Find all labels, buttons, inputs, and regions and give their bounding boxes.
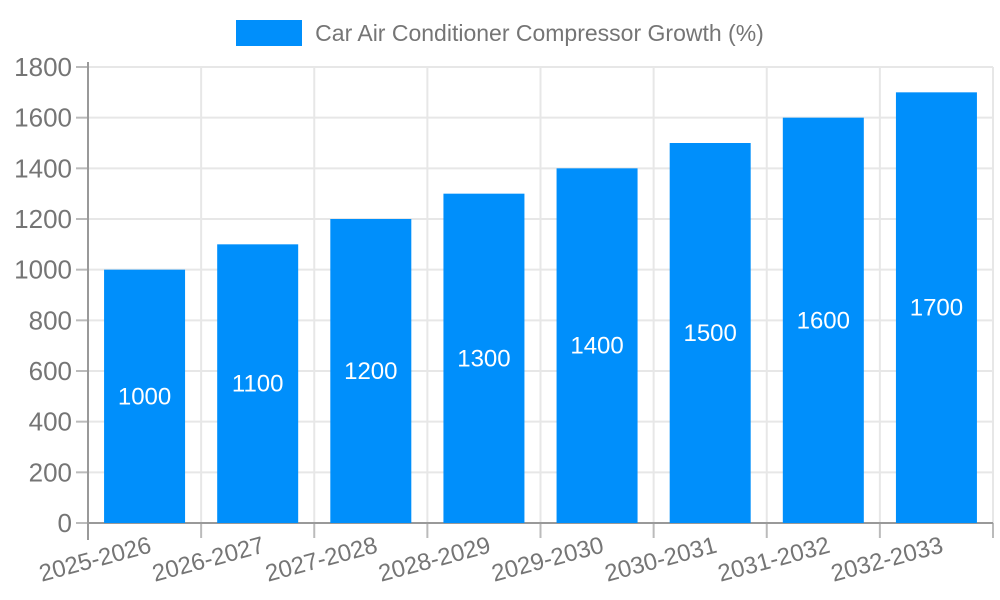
- y-tick-label: 200: [29, 457, 72, 487]
- bar-value-label: 1500: [683, 320, 736, 347]
- legend-swatch-icon: [236, 20, 303, 46]
- bar-value-label: 1600: [797, 307, 850, 334]
- x-tick-label: 2032-2033: [828, 532, 946, 588]
- x-tick-label: 2030-2031: [602, 532, 720, 588]
- bar-value-label: 1100: [232, 371, 284, 398]
- x-tick-label: 2027-2028: [263, 532, 381, 588]
- x-tick-label: 2031-2032: [715, 532, 833, 588]
- y-tick-label: 1200: [14, 204, 72, 234]
- bar-2026-2027[interactable]: [217, 244, 299, 524]
- bar-2029-2030[interactable]: [556, 168, 638, 524]
- bar-2032-2033[interactable]: [895, 92, 977, 523]
- bar-2028-2029[interactable]: [443, 193, 525, 523]
- legend[interactable]: Car Air Conditioner Compressor Growth (%…: [0, 18, 1000, 48]
- bar-2025-2026[interactable]: [104, 269, 186, 523]
- bar-2027-2028[interactable]: [330, 219, 412, 523]
- x-tick-label: 2028-2029: [376, 532, 494, 588]
- bar-value-label: 1200: [344, 358, 397, 385]
- bar-value-label: 1700: [910, 295, 963, 322]
- y-tick-label: 1600: [14, 103, 72, 133]
- legend-label: Car Air Conditioner Compressor Growth (%…: [315, 20, 764, 46]
- y-tick-label: 400: [29, 407, 72, 437]
- y-tick-label: 1400: [14, 153, 72, 183]
- x-tick-label: 2029-2030: [489, 532, 607, 588]
- bar-value-label: 1400: [570, 333, 623, 360]
- y-tick-label: 600: [29, 356, 72, 386]
- bar-value-label: 1000: [118, 383, 171, 410]
- y-tick-label: 1800: [14, 52, 72, 82]
- bar-2031-2032[interactable]: [782, 117, 864, 524]
- bar-2030-2031[interactable]: [669, 143, 751, 523]
- y-tick-label: 0: [58, 508, 72, 538]
- x-tick-label: 2026-2027: [149, 532, 267, 588]
- bar-value-label: 1300: [457, 345, 510, 372]
- y-tick-label: 1000: [14, 255, 72, 285]
- x-tick-label: 2025-2026: [36, 532, 154, 588]
- y-tick-label: 800: [29, 305, 72, 335]
